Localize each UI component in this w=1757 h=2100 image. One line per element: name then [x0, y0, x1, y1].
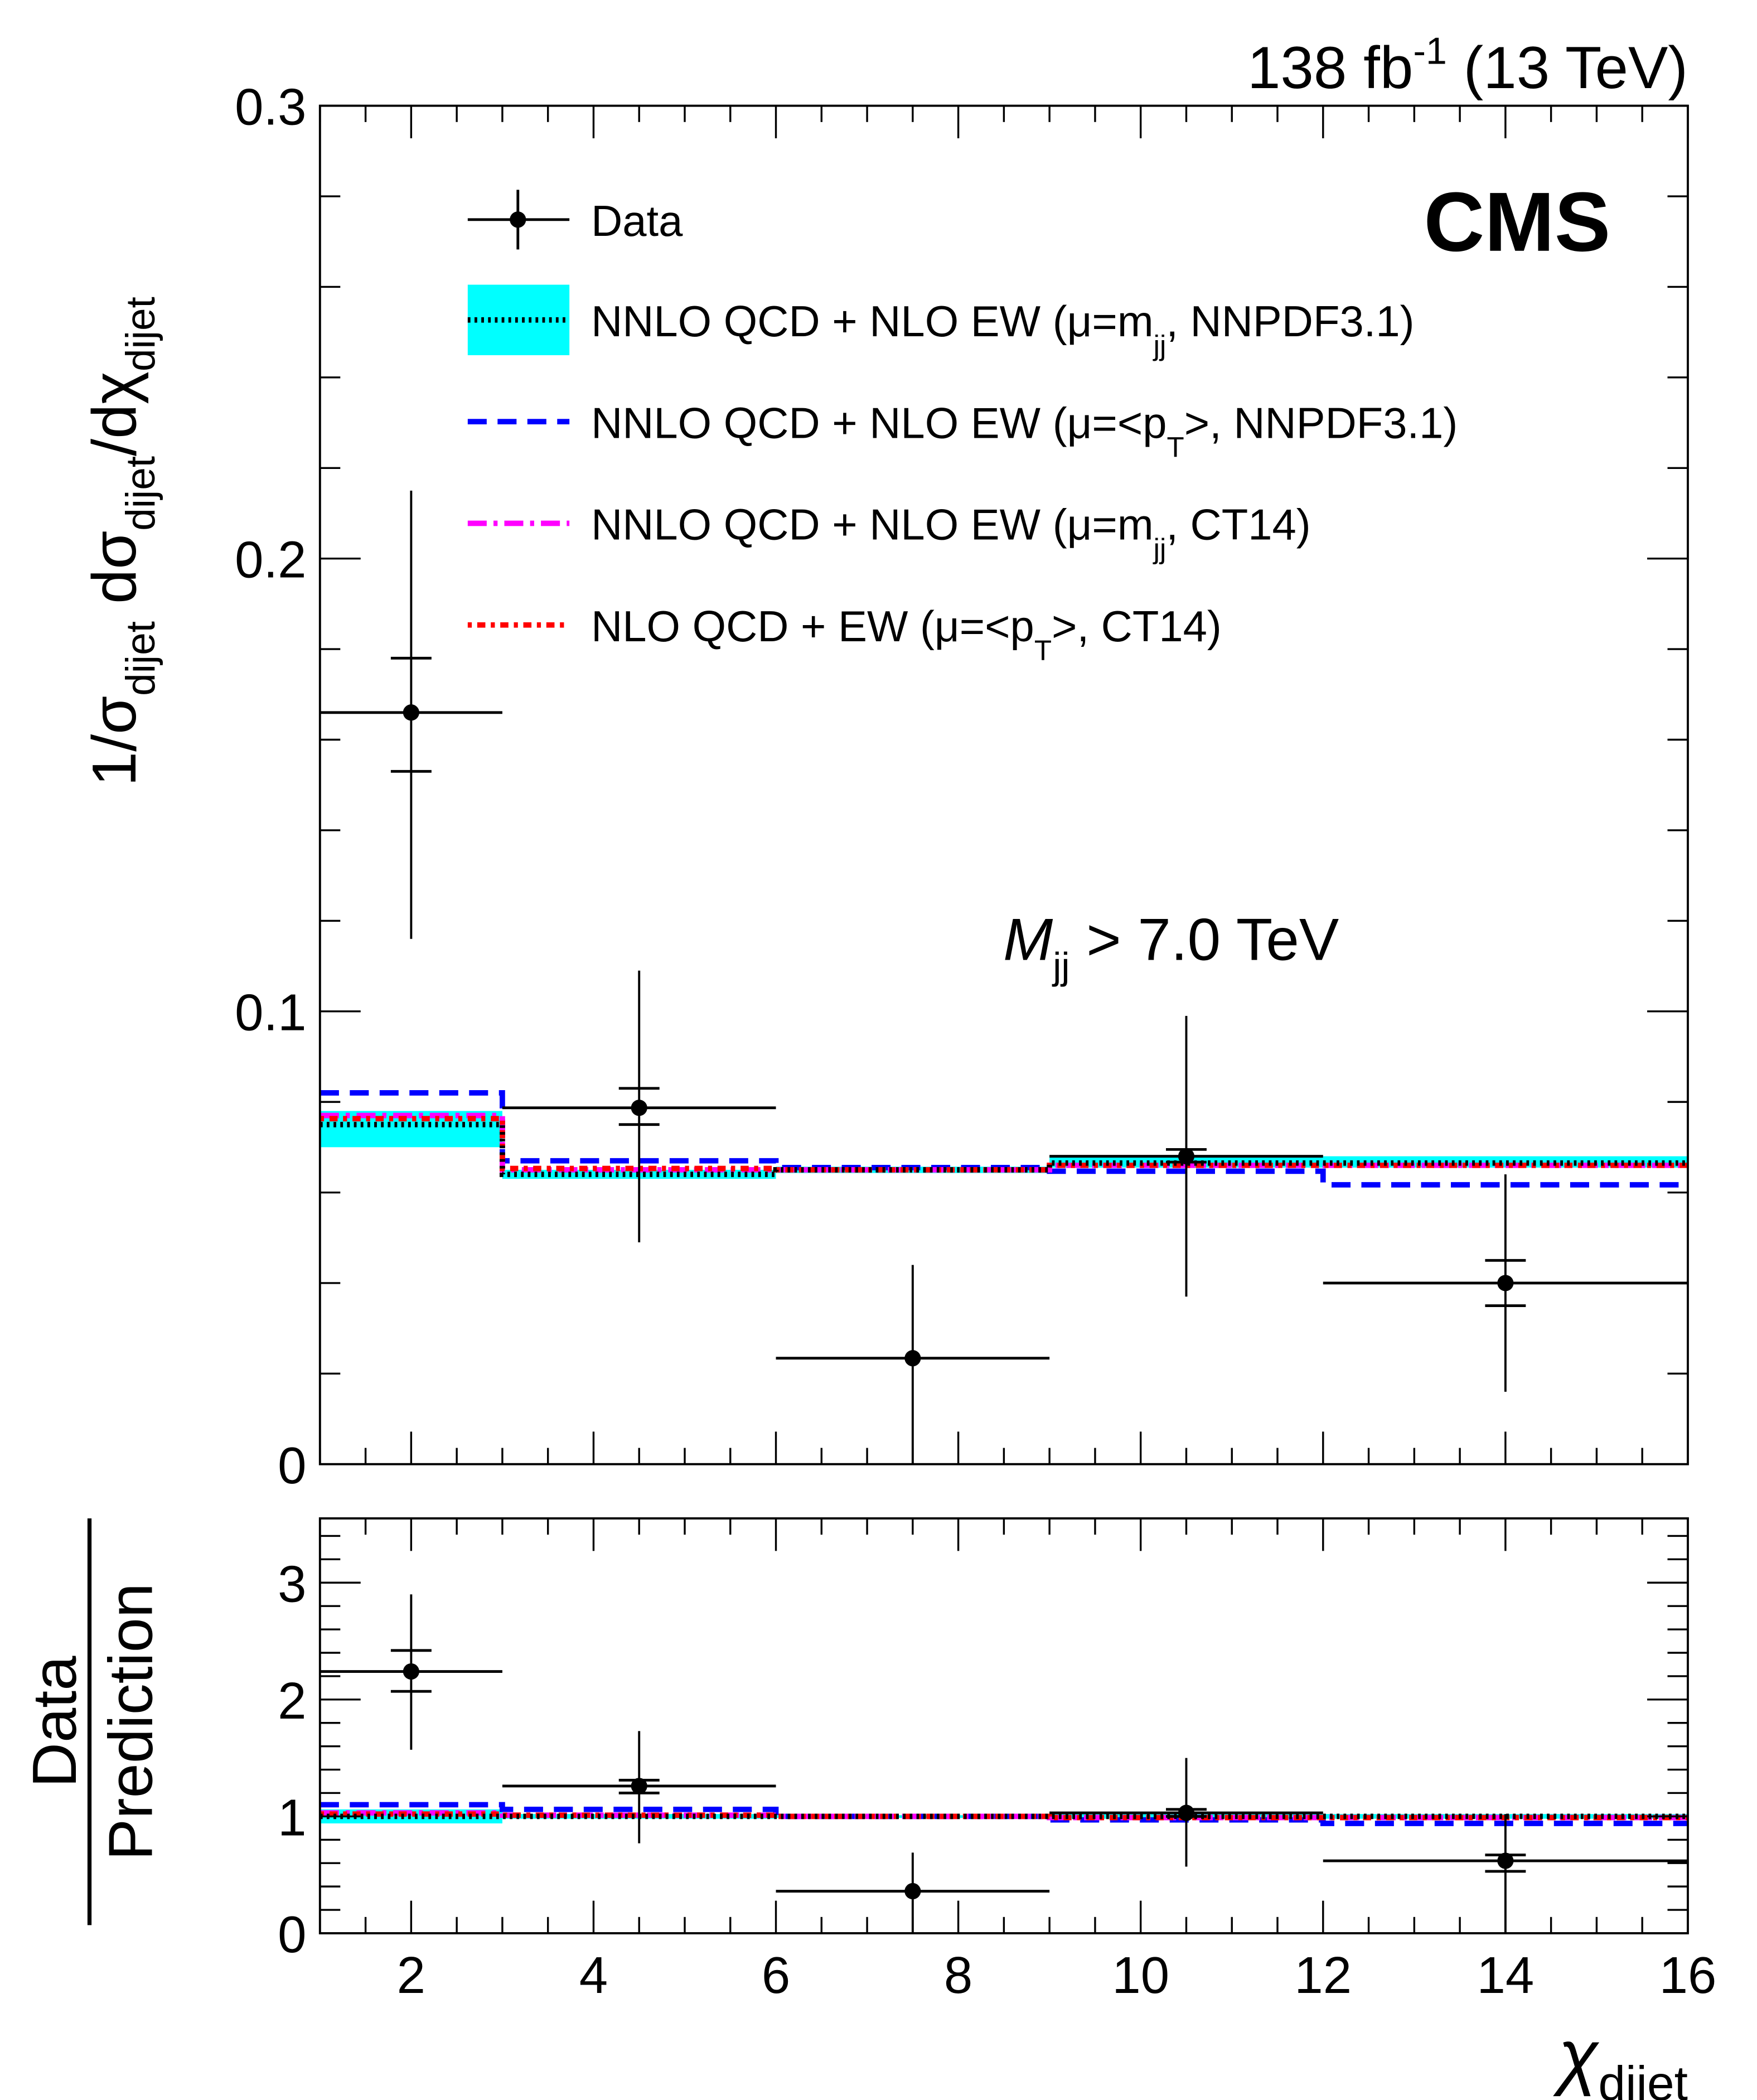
y-tick-label: 3	[278, 1555, 306, 1613]
legend-label: NNLO QCD + NLO EW (μ=<pT>, NNPDF3.1)	[591, 399, 1458, 463]
data-point	[1497, 1275, 1514, 1291]
legend-band-swatch	[467, 284, 570, 355]
y-tick-label: 0	[278, 1436, 306, 1494]
legend-label: NNLO QCD + NLO EW (μ=mjj, NNPDF3.1)	[591, 298, 1414, 361]
svg-text:Prediction: Prediction	[95, 1583, 165, 1860]
data-point	[904, 1883, 921, 1900]
prediction-line-0	[320, 1121, 1688, 1177]
legend-label-data: Data	[591, 197, 683, 245]
lumi-label: 138 fb-1 (13 TeV)	[1247, 30, 1688, 101]
legend-label: NLO QCD + EW (μ=<pT>, CT14)	[591, 603, 1222, 666]
main-y-axis-label: 1/σdijet dσdijet/dχdijet	[79, 297, 163, 786]
x-tick-label: 6	[762, 1946, 790, 2004]
data-point	[1178, 1804, 1195, 1821]
data-point	[1497, 1852, 1514, 1869]
y-tick-label: 0.1	[235, 984, 306, 1042]
data-point	[403, 704, 419, 721]
legend: Data NNLO QCD + NLO EW (μ=mjj, NNPDF3.1) N…	[467, 190, 1458, 666]
y-tick-label: 0.2	[235, 531, 306, 589]
x-tick-label: 8	[944, 1946, 972, 2004]
legend-data-marker	[510, 211, 526, 228]
data-point	[631, 1100, 647, 1116]
svg-text:Data: Data	[20, 1656, 89, 1788]
x-axis-label: χdijet	[1553, 2015, 1688, 2100]
data-point	[403, 1663, 419, 1680]
data-point	[631, 1778, 647, 1794]
y-tick-label: 0.3	[235, 78, 306, 136]
ratio-y-axis-label: Data Prediction	[20, 1518, 165, 1925]
x-tick-label: 4	[579, 1946, 608, 2004]
x-tick-label: 14	[1477, 1946, 1534, 2004]
mass-cut-annotation: Mjj > 7.0 TeV	[1003, 906, 1339, 987]
y-tick-label: 0	[278, 1905, 306, 1963]
x-tick-label: 12	[1294, 1946, 1352, 2004]
x-tick-label: 2	[397, 1946, 425, 2004]
main-panel: 0 0.1 0.2 0.3	[235, 78, 1689, 1494]
x-tick-label: 16	[1659, 1946, 1717, 2004]
legend-label: NNLO QCD + NLO EW (μ=mjj, CT14)	[591, 501, 1311, 565]
plot-frame	[318, 1517, 1689, 1934]
cms-logo: CMS	[1424, 175, 1610, 269]
x-tick-label: 10	[1112, 1946, 1169, 2004]
prediction-line-3	[320, 1811, 1688, 1821]
y-tick-label: 1	[278, 1788, 306, 1846]
data-point	[1178, 1148, 1195, 1165]
y-tick-label: 2	[278, 1672, 306, 1730]
data-point	[904, 1350, 921, 1367]
